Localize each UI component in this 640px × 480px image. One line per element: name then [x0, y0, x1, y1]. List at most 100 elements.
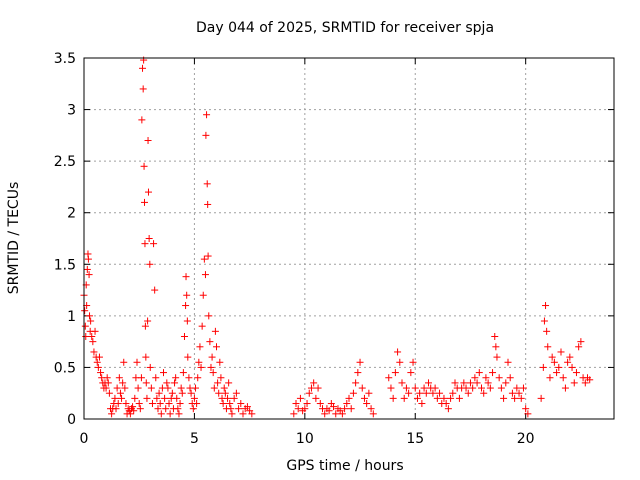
data-point — [235, 405, 243, 413]
data-point — [341, 405, 349, 413]
data-point — [227, 405, 235, 413]
data-point — [292, 400, 300, 408]
data-point — [575, 343, 583, 351]
data-point — [103, 374, 111, 382]
data-point — [219, 400, 227, 408]
data-point — [85, 271, 93, 279]
data-point — [243, 403, 251, 411]
data-point — [135, 400, 143, 408]
data-point — [199, 291, 207, 299]
data-point — [402, 384, 410, 392]
data-point — [422, 389, 430, 397]
data-point — [156, 400, 164, 408]
data-point — [93, 358, 101, 366]
data-point — [484, 379, 492, 387]
x-tick-label: 10 — [296, 431, 314, 447]
data-point — [171, 379, 179, 387]
data-point — [121, 384, 129, 392]
data-point — [566, 353, 574, 361]
data-point — [466, 379, 474, 387]
data-point — [190, 394, 198, 402]
data-point — [130, 407, 138, 415]
data-point — [146, 260, 154, 268]
data-point — [198, 322, 206, 330]
data-point — [515, 389, 523, 397]
data-point — [301, 405, 309, 413]
data-point — [87, 317, 95, 325]
y-tick-labels: 0 0.5 1 1.5 2 2.5 3 3.5 — [54, 51, 76, 428]
data-point — [367, 405, 375, 413]
data-point — [420, 384, 428, 392]
data-point — [144, 137, 152, 145]
data-point — [83, 265, 91, 273]
data-point — [491, 332, 499, 340]
data-point — [116, 389, 124, 397]
data-point — [352, 379, 360, 387]
data-point — [134, 384, 142, 392]
data-point — [203, 180, 211, 188]
data-point — [497, 384, 505, 392]
data-point — [185, 374, 193, 382]
data-point — [126, 410, 134, 418]
data-point — [81, 322, 89, 330]
data-point — [385, 374, 393, 382]
data-point — [398, 379, 406, 387]
data-point — [360, 394, 368, 402]
data-point — [213, 343, 220, 351]
data-point — [157, 410, 165, 418]
data-point — [204, 252, 212, 260]
data-point — [325, 407, 333, 415]
data-point — [581, 379, 589, 387]
data-point — [522, 405, 530, 413]
data-point — [555, 363, 563, 371]
data-point — [168, 389, 176, 397]
data-point — [294, 405, 302, 413]
data-point — [113, 384, 121, 392]
data-point — [321, 410, 329, 418]
data-point — [200, 255, 208, 263]
data-point — [396, 358, 404, 366]
data-point — [161, 394, 169, 402]
data-point — [183, 291, 191, 299]
data-point — [462, 384, 470, 392]
data-point — [150, 240, 158, 248]
data-point — [207, 363, 215, 371]
data-point — [475, 369, 483, 377]
x-axis-label: GPS time / hours — [286, 458, 403, 474]
data-point — [97, 369, 105, 377]
data-point — [154, 405, 162, 413]
data-point — [102, 384, 110, 392]
data-point — [95, 353, 103, 361]
data-point — [138, 116, 146, 124]
data-point — [358, 384, 366, 392]
data-point — [239, 410, 247, 418]
data-point — [232, 389, 240, 397]
y-tick-label: 2 — [67, 206, 76, 222]
data-point — [553, 369, 561, 377]
data-point — [141, 198, 149, 206]
data-point — [94, 363, 102, 371]
data-point — [184, 353, 192, 361]
data-point — [506, 374, 514, 382]
data-point — [90, 348, 98, 356]
data-point — [356, 358, 364, 366]
data-point — [120, 358, 128, 366]
data-point — [143, 394, 151, 402]
data-point — [447, 394, 455, 402]
data-point — [310, 379, 318, 387]
data-point — [189, 405, 197, 413]
y-tick-label: 2.5 — [54, 154, 76, 170]
data-point — [153, 394, 161, 402]
data-point — [201, 271, 209, 279]
data-point — [343, 400, 351, 408]
data-point — [221, 389, 229, 397]
data-point — [568, 363, 576, 371]
data-point — [144, 188, 152, 196]
y-tick-label: 0 — [67, 412, 76, 428]
y-tick-label: 3 — [67, 103, 76, 119]
chart-title: Day 044 of 2025, SRMTID for receiver spj… — [196, 20, 494, 36]
data-point — [540, 317, 548, 325]
data-point — [142, 379, 150, 387]
data-point — [544, 343, 552, 351]
data-point — [345, 394, 353, 402]
